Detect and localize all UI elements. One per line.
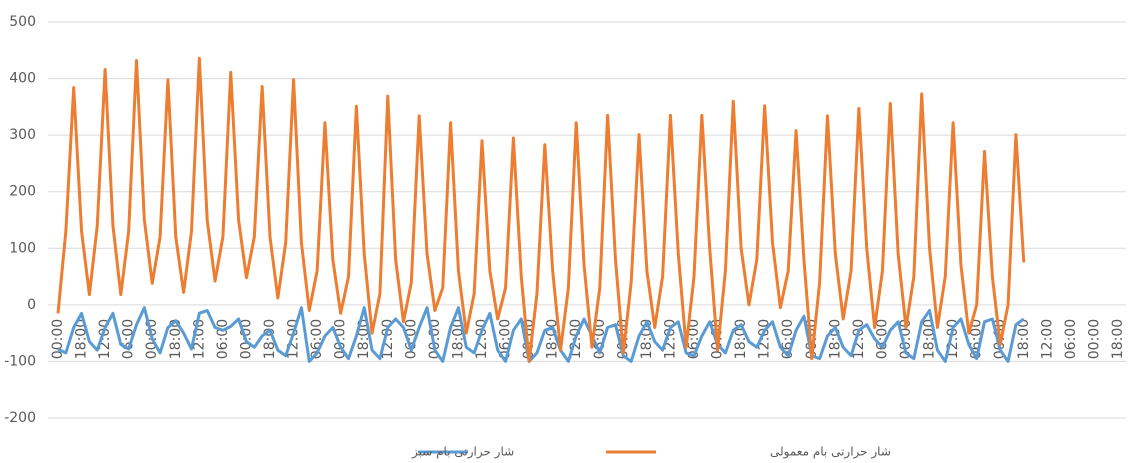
x-tick-label: 12:00 — [474, 319, 490, 359]
series-line — [56, 56, 1026, 363]
x-tick-label: 18:00 — [827, 319, 843, 359]
y-tick-label: 300 — [9, 127, 36, 143]
y-tick-label: 100 — [9, 240, 36, 256]
legend-label: شار حرارتی بام سبز — [411, 445, 514, 460]
y-tick-label: 0 — [27, 297, 36, 313]
y-tick-label: 500 — [9, 14, 36, 30]
x-tick-label: 06:00 — [1063, 319, 1079, 359]
x-tick-label: 18:00 — [1016, 319, 1032, 359]
x-tick-label: 00:00 — [50, 319, 66, 359]
x-tick-label: 06:00 — [780, 319, 796, 359]
series-line — [57, 306, 1025, 363]
x-tick-label: 06:00 — [874, 319, 890, 359]
y-tick-label: 200 — [9, 184, 36, 200]
y-tick-label: -200 — [4, 410, 36, 426]
x-tick-label: 12:00 — [662, 319, 678, 359]
x-tick-label: 06:00 — [121, 319, 137, 359]
y-tick-label: 400 — [9, 71, 36, 87]
x-tick-label: 18:00 — [262, 319, 278, 359]
x-tick-label: 12:00 — [757, 319, 773, 359]
x-tick-label: 00:00 — [898, 319, 914, 359]
x-tick-label: 12:00 — [97, 319, 113, 359]
legend-label: شار حرارتی بام معمولی — [770, 445, 891, 460]
x-tick-label: 06:00 — [309, 319, 325, 359]
x-tick-label: 18:00 — [1110, 319, 1126, 359]
x-tick-label: 06:00 — [403, 319, 419, 359]
x-tick-label: 12:00 — [1039, 319, 1055, 359]
x-tick-label: 00:00 — [333, 319, 349, 359]
x-tick-label: 06:00 — [215, 319, 231, 359]
y-tick-label: -100 — [4, 353, 36, 369]
x-tick-label: 00:00 — [1086, 319, 1102, 359]
